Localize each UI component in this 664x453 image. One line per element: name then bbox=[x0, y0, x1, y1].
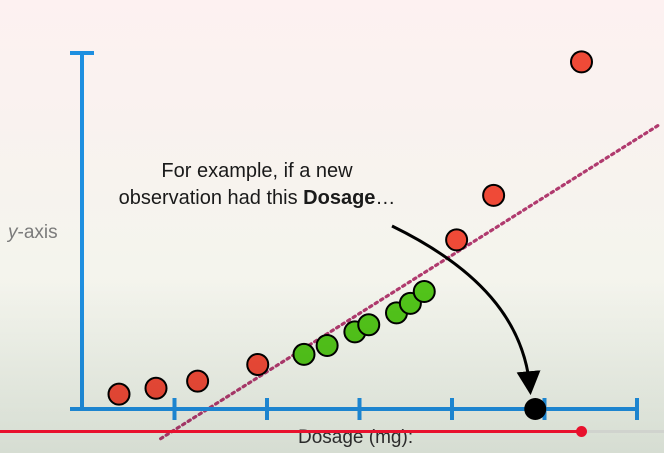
green-data-point-7 bbox=[412, 280, 436, 304]
red-data-point-2 bbox=[144, 376, 168, 400]
video-scrubber-handle[interactable] bbox=[576, 426, 587, 437]
annotation-dosage-bold: Dosage bbox=[303, 187, 376, 209]
y-axis-label: y-axis bbox=[8, 222, 58, 244]
red-data-point-7 bbox=[570, 50, 593, 74]
annotation-line-2-prefix: observation had this bbox=[118, 187, 304, 209]
red-data-point-1 bbox=[107, 382, 131, 406]
new-observation-point bbox=[524, 398, 547, 420]
red-data-point-5 bbox=[445, 228, 469, 252]
video-progress-bar[interactable] bbox=[0, 426, 664, 437]
red-data-point-3 bbox=[186, 369, 210, 393]
annotation-text: For example, if a new observation had th… bbox=[92, 158, 422, 212]
fit-line bbox=[159, 122, 662, 441]
annotation-line-2-suffix: … bbox=[375, 187, 396, 209]
green-data-point-1 bbox=[292, 342, 316, 366]
red-data-point-4 bbox=[246, 353, 270, 376]
y-axis-label-italic: y bbox=[8, 222, 18, 243]
red-data-point-6 bbox=[482, 183, 506, 207]
annotation-line-2: observation had this Dosage… bbox=[92, 185, 422, 212]
video-progress-fill bbox=[0, 430, 581, 433]
annotation-arrow bbox=[391, 224, 541, 396]
annotation-line-1: For example, if a new bbox=[161, 160, 353, 182]
green-data-point-4 bbox=[357, 313, 381, 337]
green-data-point-2 bbox=[315, 334, 339, 358]
y-axis-label-rest: -axis bbox=[17, 222, 58, 243]
